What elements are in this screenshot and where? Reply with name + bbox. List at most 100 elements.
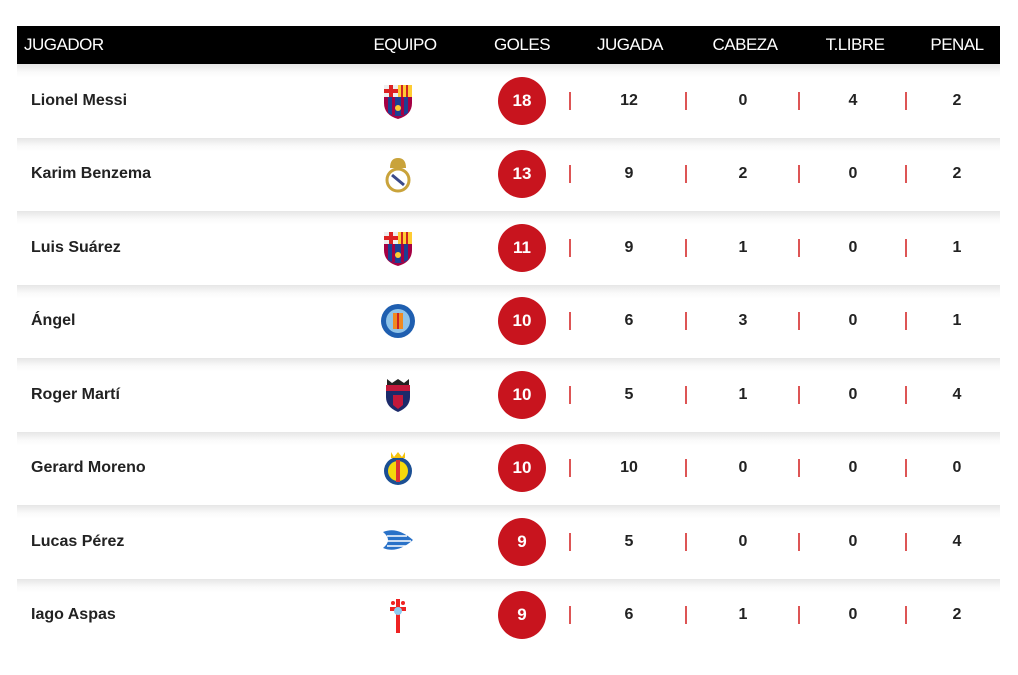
- header-goals: 2: [738, 165, 748, 183]
- free-kick-goals: 0: [848, 532, 858, 550]
- separator: [798, 606, 800, 625]
- header-goals: 1: [738, 606, 748, 624]
- header-free-kick: T.LIBRE: [825, 35, 885, 54]
- separator: [569, 606, 571, 625]
- goals-badge: 9: [498, 591, 546, 640]
- penalty-goals: 1: [952, 312, 962, 330]
- separator: [569, 91, 571, 110]
- play-goals: 9: [624, 165, 634, 183]
- header-penalty: PENAL: [930, 35, 984, 54]
- separator: [798, 312, 800, 331]
- separator: [569, 459, 571, 478]
- separator: [798, 165, 800, 184]
- scorers-table: JUGADOR EQUIPO GOLES JUGADA CABEZA T.LIB…: [17, 26, 1000, 652]
- table-row: Lionel Messi 18 12 0 4 2: [17, 64, 1000, 138]
- alaves-crest-icon: [383, 529, 413, 550]
- goals-badge: 10: [498, 370, 546, 419]
- separator: [798, 91, 800, 110]
- separator: [569, 238, 571, 257]
- penalty-goals: 2: [952, 91, 962, 109]
- separator: [905, 385, 907, 404]
- goals-badge: 10: [498, 444, 546, 493]
- table-row: Karim Benzema 13 9 2 0 2: [17, 137, 1000, 211]
- goals-badge: 18: [498, 76, 546, 125]
- player-name: Karim Benzema: [31, 165, 152, 183]
- header-player: JUGADOR: [24, 35, 104, 54]
- table-row: Roger Martí 10 5 1 0 4: [17, 358, 1000, 432]
- player-name: Gerard Moreno: [31, 459, 146, 477]
- play-goals: 12: [620, 91, 638, 109]
- header-team: EQUIPO: [373, 35, 437, 54]
- header-header: CABEZA: [712, 35, 778, 54]
- separator: [905, 312, 907, 331]
- separator: [569, 165, 571, 184]
- separator: [685, 238, 687, 257]
- player-name: Ángel: [31, 312, 76, 330]
- play-goals: 10: [620, 459, 638, 477]
- levante-crest-icon: [386, 378, 410, 412]
- player-name: Lionel Messi: [31, 91, 128, 109]
- separator: [685, 165, 687, 184]
- play-goals: 5: [624, 385, 634, 403]
- header-goals: 1: [738, 238, 748, 256]
- goals-badge: 9: [498, 517, 546, 566]
- getafe-crest-icon: [381, 304, 415, 339]
- penalty-goals: 1: [952, 238, 962, 256]
- barcelona-crest-icon: [384, 84, 412, 119]
- play-goals: 6: [624, 312, 634, 330]
- separator: [905, 459, 907, 478]
- villarreal-crest-icon: [384, 452, 412, 486]
- separator: [569, 312, 571, 331]
- separator: [798, 532, 800, 551]
- separator: [569, 385, 571, 404]
- header-goals: 3: [738, 312, 748, 330]
- goals-badge: 11: [498, 223, 546, 272]
- table-body: Lionel Messi 18 12 0 4 2 Karim Benzema 1…: [17, 64, 1000, 652]
- header-goals: 0: [738, 459, 748, 477]
- separator: [685, 91, 687, 110]
- goals-badge: 13: [498, 150, 546, 199]
- player-name: Iago Aspas: [31, 606, 116, 624]
- table-row: Iago Aspas 9 6 1 0 2: [17, 578, 1000, 652]
- table-header: JUGADOR EQUIPO GOLES JUGADA CABEZA T.LIB…: [17, 26, 1000, 64]
- penalty-goals: 0: [952, 459, 962, 477]
- penalty-goals: 4: [952, 532, 962, 550]
- player-name: Roger Martí: [31, 385, 120, 403]
- header-goals: 0: [738, 91, 748, 109]
- separator: [798, 385, 800, 404]
- separator: [798, 459, 800, 478]
- header-goals: 0: [738, 532, 748, 550]
- separator: [798, 238, 800, 257]
- separator: [685, 532, 687, 551]
- table-row: Luis Suárez 11 9 1 0 1: [17, 211, 1000, 285]
- separator: [569, 532, 571, 551]
- free-kick-goals: 4: [848, 91, 858, 109]
- goals-badge: 10: [498, 297, 546, 346]
- free-kick-goals: 0: [848, 606, 858, 624]
- free-kick-goals: 0: [848, 165, 858, 183]
- separator: [905, 606, 907, 625]
- separator: [685, 312, 687, 331]
- separator: [685, 606, 687, 625]
- separator: [685, 385, 687, 404]
- table-row: Ángel 10 6 3 0 1: [17, 284, 1000, 358]
- play-goals: 5: [624, 532, 634, 550]
- free-kick-goals: 0: [848, 312, 858, 330]
- separator: [905, 532, 907, 551]
- free-kick-goals: 0: [848, 459, 858, 477]
- play-goals: 9: [624, 238, 634, 256]
- penalty-goals: 4: [952, 385, 962, 403]
- header-play: JUGADA: [597, 35, 663, 54]
- player-name: Lucas Pérez: [31, 532, 125, 550]
- header-goals: 1: [738, 385, 748, 403]
- player-name: Luis Suárez: [31, 238, 121, 256]
- table-row: Lucas Pérez 9 5 0 0 4: [17, 505, 1000, 579]
- separator: [905, 238, 907, 257]
- separator: [905, 91, 907, 110]
- penalty-goals: 2: [952, 606, 962, 624]
- free-kick-goals: 0: [848, 238, 858, 256]
- table-row: Gerard Moreno 10 10 0 0 0: [17, 431, 1000, 505]
- play-goals: 6: [624, 606, 634, 624]
- header-goals: GOLES: [493, 35, 551, 54]
- free-kick-goals: 0: [848, 385, 858, 403]
